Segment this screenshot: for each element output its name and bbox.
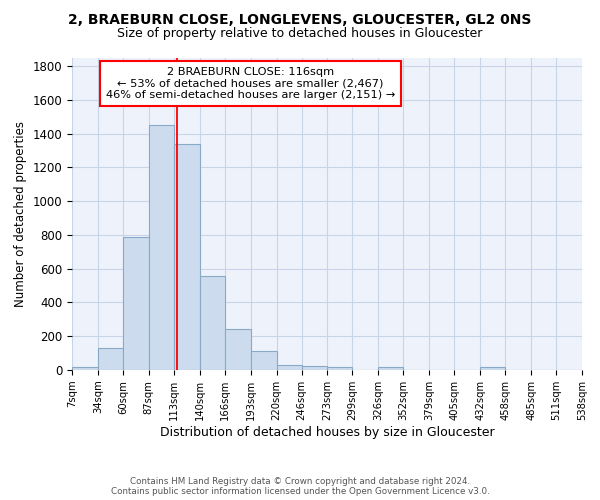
Bar: [174, 144, 200, 370]
Text: 2 BRAEBURN CLOSE: 116sqm
← 53% of detached houses are smaller (2,467)
46% of sem: 2 BRAEBURN CLOSE: 116sqm ← 53% of detach…: [106, 67, 395, 100]
Text: 2, BRAEBURN CLOSE, LONGLEVENS, GLOUCESTER, GL2 0NS: 2, BRAEBURN CLOSE, LONGLEVENS, GLOUCESTE…: [68, 12, 532, 26]
X-axis label: Distribution of detached houses by size in Gloucester: Distribution of detached houses by size …: [160, 426, 494, 438]
Bar: [72, 368, 98, 370]
Bar: [123, 238, 149, 370]
Bar: [251, 352, 277, 370]
Text: Size of property relative to detached houses in Gloucester: Size of property relative to detached ho…: [118, 28, 482, 40]
Bar: [200, 276, 225, 370]
Bar: [225, 328, 251, 370]
Text: Contains HM Land Registry data © Crown copyright and database right 2024.
Contai: Contains HM Land Registry data © Crown c…: [110, 476, 490, 496]
Bar: [98, 348, 123, 370]
Bar: [149, 125, 174, 370]
Bar: [302, 366, 328, 370]
Y-axis label: Number of detached properties: Number of detached properties: [14, 120, 27, 306]
Bar: [480, 366, 505, 370]
Bar: [328, 368, 352, 370]
Bar: [379, 368, 403, 370]
Bar: [277, 365, 302, 370]
